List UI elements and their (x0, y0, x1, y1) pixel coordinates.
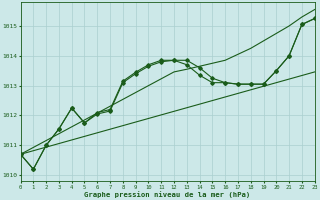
X-axis label: Graphe pression niveau de la mer (hPa): Graphe pression niveau de la mer (hPa) (84, 191, 251, 198)
